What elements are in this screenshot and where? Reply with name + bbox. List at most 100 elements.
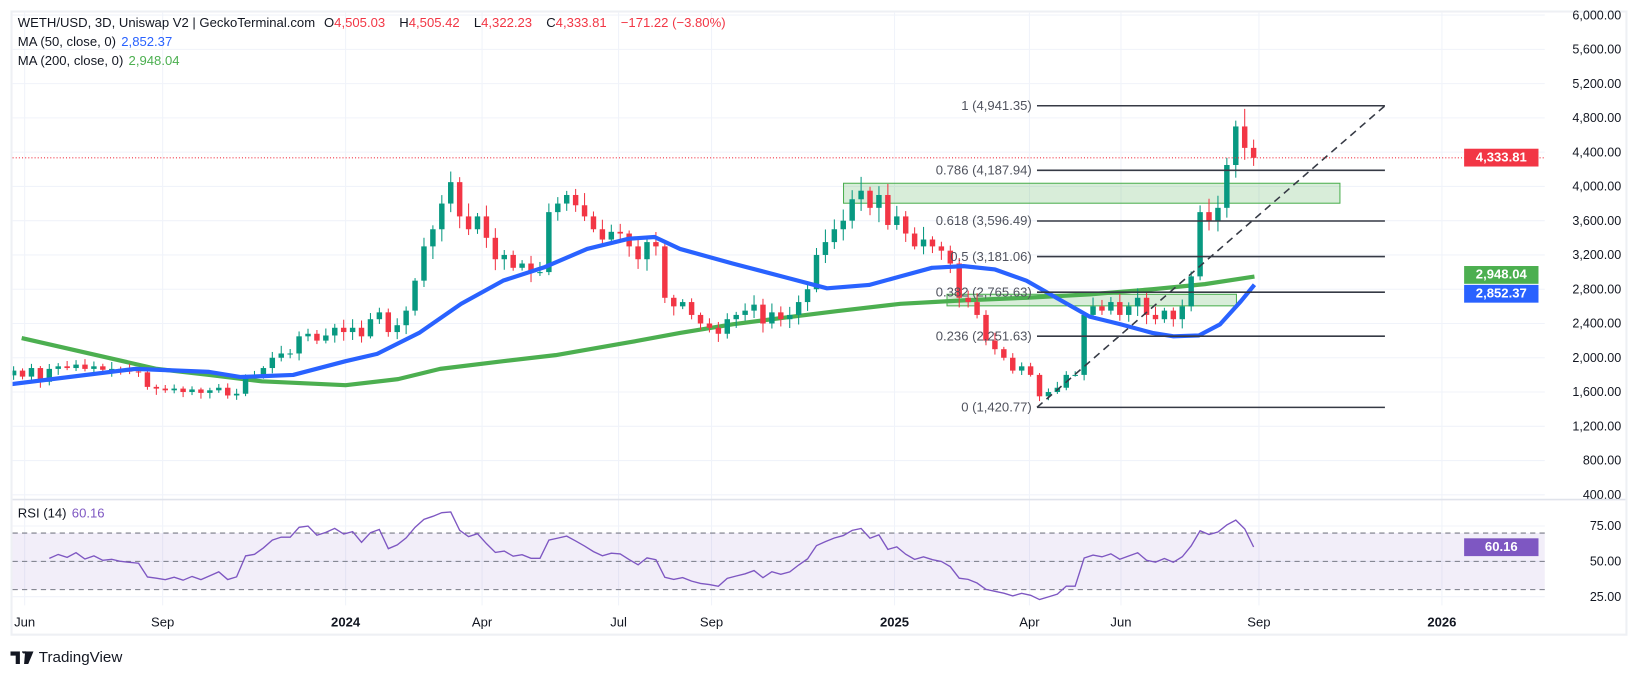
candle — [617, 223, 623, 241]
price-axis-tick: 2,000.00 — [1572, 351, 1621, 365]
candle — [64, 360, 70, 371]
candle-body — [162, 388, 168, 391]
candle — [608, 224, 615, 244]
high-value: 4,505.42 — [408, 15, 460, 31]
candle-body — [724, 319, 731, 334]
candle — [1224, 157, 1230, 218]
rsi-line — [49, 511, 1255, 601]
candle — [332, 323, 338, 343]
candle — [572, 188, 579, 212]
candle-body — [635, 246, 641, 260]
candle-body — [171, 388, 177, 391]
candle — [28, 363, 35, 381]
candle-body — [1126, 306, 1132, 315]
candle — [37, 365, 44, 388]
candle-body — [242, 376, 249, 394]
candle-body — [778, 312, 784, 320]
candle-body — [671, 297, 677, 307]
candle-body — [1117, 302, 1123, 315]
candle-body — [483, 216, 490, 238]
candle-body — [831, 229, 838, 243]
candle — [180, 386, 186, 398]
candle-body — [501, 254, 507, 260]
candle — [1250, 139, 1257, 166]
candle — [920, 226, 927, 255]
ohlc-open: O4,505.03 — [324, 16, 390, 31]
candle-body — [751, 304, 757, 311]
candle — [1179, 299, 1185, 329]
candle — [207, 387, 213, 399]
candle — [992, 332, 998, 355]
candle — [367, 313, 374, 339]
candle-body — [1170, 310, 1177, 320]
time-axis-tick: 2025 — [880, 614, 909, 629]
candle — [483, 205, 490, 248]
candle-body — [849, 199, 855, 221]
candle — [902, 211, 909, 242]
candle — [1117, 293, 1123, 321]
candle-body — [376, 312, 383, 320]
fib-level-label: 0.5 (3,181.06) — [950, 249, 1031, 264]
candle-body — [358, 327, 365, 337]
candle-body — [528, 263, 534, 273]
candle — [965, 290, 971, 308]
candle — [198, 387, 204, 399]
candle — [439, 195, 445, 242]
rsi-value: 60.16 — [71, 505, 105, 521]
candle-body — [555, 203, 561, 213]
candle-body — [287, 353, 293, 355]
tradingview-logo-icon — [10, 651, 34, 664]
candle-body — [216, 387, 222, 391]
open-value: 4,505.03 — [334, 15, 386, 31]
candle — [662, 240, 668, 304]
candle-body — [305, 333, 311, 337]
ma200-legend[interactable]: MA (200, close, 0) 2,948.04 — [18, 53, 185, 68]
candle-body — [278, 353, 284, 358]
ma50-legend[interactable]: MA (50, close, 0) 2,852.37 — [18, 35, 178, 50]
candle — [983, 310, 989, 346]
candle-body — [813, 254, 820, 290]
candle-body — [91, 366, 97, 369]
tradingview-logo[interactable]: TradingView — [10, 649, 122, 666]
candle — [1188, 271, 1194, 312]
candle-body — [662, 246, 668, 298]
candle-body — [198, 389, 204, 393]
candle-body — [492, 237, 499, 260]
ma200-line — [21, 274, 1255, 388]
low-label: L — [473, 15, 482, 31]
candle — [1018, 362, 1025, 376]
candle-body — [100, 366, 106, 370]
price-axis-tick: 400.00 — [1583, 488, 1621, 502]
candle — [82, 359, 88, 372]
candle — [563, 190, 570, 211]
candle — [679, 299, 686, 310]
candle — [376, 307, 383, 324]
candle-body — [733, 314, 739, 320]
candle-body — [448, 182, 454, 204]
candle-body — [1081, 314, 1087, 375]
time-axis-tick: Jun — [1110, 614, 1131, 629]
candle — [795, 295, 802, 325]
candle-body — [858, 190, 864, 200]
candle — [1036, 373, 1043, 402]
support-resistance-zone — [842, 182, 1341, 204]
candle-body — [412, 280, 418, 311]
candle-body — [787, 314, 793, 320]
candle-body — [189, 389, 195, 393]
candle-body — [73, 364, 79, 369]
candle — [492, 228, 499, 271]
rsi-legend[interactable]: RSI (14) 60.16 — [18, 506, 110, 521]
candle — [55, 363, 61, 375]
candle-body — [296, 336, 302, 354]
candle-body — [519, 263, 525, 268]
price-axis-tick: 2,800.00 — [1572, 282, 1621, 296]
candle — [456, 177, 463, 229]
candle — [465, 203, 472, 236]
candle-body — [706, 323, 713, 328]
candle — [1010, 353, 1016, 374]
candle-body — [894, 216, 900, 225]
ma50-price-tag: 2,852.37 — [1464, 285, 1539, 304]
ohlc-low: L4,322.23 — [474, 16, 537, 31]
candle — [528, 255, 534, 283]
